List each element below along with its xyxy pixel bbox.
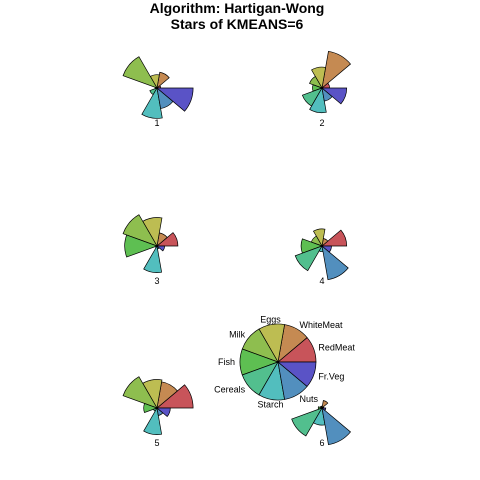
cluster-star-4: 4 <box>294 228 349 286</box>
key-label-cereals: Cereals <box>214 385 246 395</box>
cluster-label-1: 1 <box>154 118 159 128</box>
segment-milk-cluster-3 <box>122 214 158 247</box>
cluster-star-6: 6 <box>291 400 352 448</box>
cluster-star-5: 5 <box>122 376 194 448</box>
segment-cereals-cluster-6 <box>291 407 323 437</box>
segment-starch-cluster-1 <box>141 86 163 119</box>
cluster-star-1: 1 <box>122 56 194 128</box>
chart-title-line-2: Stars of KMEANS=6 <box>171 16 304 32</box>
key-label-starch: Starch <box>257 399 283 409</box>
key-label-milk: Milk <box>229 329 245 339</box>
segment-fr-veg-cluster-1 <box>156 87 194 112</box>
segment-nuts-cluster-6 <box>321 407 352 446</box>
segment-starch-cluster-5 <box>143 406 163 435</box>
segment-redmeat-cluster-3 <box>156 232 179 247</box>
segment-whitemeat-cluster-1 <box>156 71 170 89</box>
segment-eggs-cluster-2 <box>311 66 327 90</box>
segment-fr-veg-cluster-4 <box>321 245 332 253</box>
cluster-label-3: 3 <box>154 276 159 286</box>
segment-starch-cluster-3 <box>143 244 163 273</box>
key-label-whitemeat: WhiteMeat <box>300 320 344 330</box>
segment-cereals-cluster-4 <box>294 245 323 272</box>
segment-nuts-cluster-4 <box>321 245 349 281</box>
key-label-eggs: Eggs <box>260 315 281 325</box>
cluster-label-5: 5 <box>154 438 159 448</box>
cluster-label-6: 6 <box>319 438 324 448</box>
segment-starch-cluster-2 <box>309 86 327 114</box>
segment-milk-cluster-1 <box>122 56 158 89</box>
segment-fr-veg-cluster-6 <box>321 407 327 411</box>
segment-whitemeat-cluster-2 <box>321 50 352 89</box>
star-key: RedMeat WhiteMeat Eggs Milk Fish Cereals Starc… <box>214 315 355 410</box>
chart-title-line-1: Algorithm: Hartigan-Wong <box>150 0 325 16</box>
segment-redmeat-cluster-4 <box>321 229 348 247</box>
key-label-fr-veg: Fr.Veg <box>318 372 344 382</box>
cluster-star-3: 3 <box>122 214 179 286</box>
segment-milk-cluster-2 <box>309 76 323 89</box>
cluster-label-4: 4 <box>319 276 324 286</box>
segment-fish-cluster-5 <box>143 403 159 413</box>
segment-fr-veg-cluster-2 <box>321 87 348 105</box>
cluster-star-2: 2 <box>301 50 352 128</box>
key-label-fish: Fish <box>218 357 235 367</box>
segment-whitemeat-cluster-6 <box>321 400 329 409</box>
key-segment-fr-veg <box>277 361 317 387</box>
segment-redmeat-cluster-5 <box>156 384 194 409</box>
cluster-label-2: 2 <box>319 118 324 128</box>
segment-milk-cluster-5 <box>122 376 158 409</box>
key-label-redmeat: RedMeat <box>318 342 355 352</box>
segment-fr-veg-cluster-3 <box>156 245 165 252</box>
segment-fr-veg-cluster-5 <box>156 407 171 418</box>
cluster-stars: 1 2 3 4 5 6 <box>122 50 352 448</box>
segment-fish-cluster-3 <box>124 234 159 258</box>
key-label-nuts: Nuts <box>300 394 319 404</box>
segment-eggs-cluster-4 <box>312 228 326 248</box>
